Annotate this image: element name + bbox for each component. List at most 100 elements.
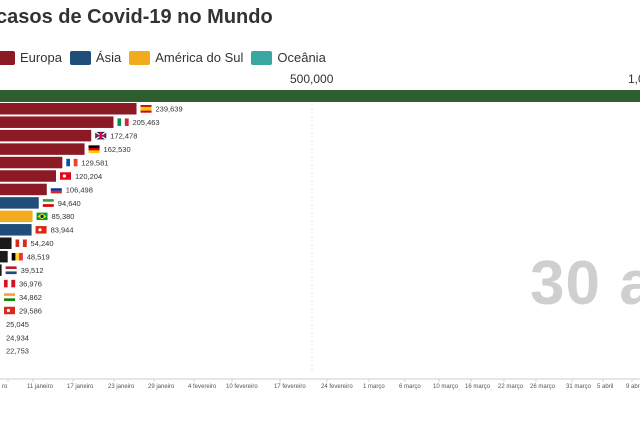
flag-stripe xyxy=(70,158,74,167)
bar-value-label: 83,944 xyxy=(51,226,74,235)
legend-swatch-oceania xyxy=(251,50,273,65)
flag-stripe xyxy=(11,252,16,261)
bar-value-label: 36,976 xyxy=(19,279,42,288)
flag-stripe xyxy=(140,105,152,108)
timeline-label: 22 março xyxy=(498,384,524,390)
timeline-label: 17 janeiro xyxy=(67,384,94,390)
timeline-label: 24 fevereiro xyxy=(321,384,353,390)
bar xyxy=(0,156,63,169)
axis-tick-500k: 500,000 xyxy=(290,72,334,86)
bar-value-label: 94,640 xyxy=(58,199,81,208)
bar-value-label: 129,581 xyxy=(81,158,108,167)
flag-icon xyxy=(15,239,27,247)
flag-stripe xyxy=(42,204,54,207)
flag-icon xyxy=(140,105,152,113)
bar-value-label: 205,463 xyxy=(132,118,159,127)
legend: Europa Ásia América do Sul Oceânia xyxy=(0,50,334,65)
bar-value-label: 120,204 xyxy=(75,172,102,181)
timeline-label: 11 janeiro xyxy=(27,384,54,390)
flag-stripe xyxy=(5,271,17,275)
bar-value-label: 24,934 xyxy=(6,333,29,342)
flag-icon xyxy=(4,306,15,315)
bar xyxy=(0,210,33,223)
legend-item-asia[interactable]: Ásia xyxy=(69,50,122,65)
legend-swatch-america-do-sul xyxy=(129,50,151,65)
flag-icon xyxy=(60,172,72,180)
flag-cross xyxy=(95,134,107,137)
flag-stripe xyxy=(50,190,62,194)
flag-stripe xyxy=(4,279,8,288)
legend-item-europa[interactable]: Europa xyxy=(0,50,62,65)
bar xyxy=(0,250,8,263)
timeline-label: 1 março xyxy=(363,384,385,390)
legend-swatch-europa xyxy=(0,50,15,65)
bar-value-label: 39,512 xyxy=(21,266,44,275)
flag-emblem xyxy=(38,228,42,232)
flag-stripe xyxy=(4,295,15,299)
timeline-label: 9 abril xyxy=(626,384,640,390)
legend-swatch-asia xyxy=(69,50,91,65)
bar xyxy=(0,224,32,236)
flag-icon xyxy=(50,185,62,194)
legend-item-america-do-sul[interactable]: América do Sul xyxy=(129,50,243,65)
bar-value-label: 29,586 xyxy=(19,306,42,315)
bar-value-label: 48,519 xyxy=(27,253,50,262)
flag-icon xyxy=(35,226,47,234)
bar xyxy=(0,103,137,115)
flag-stripe xyxy=(50,188,62,191)
bar-value-label: 22,753 xyxy=(6,347,29,356)
flag-stripe xyxy=(124,118,129,126)
bar-value-label: 34,862 xyxy=(19,293,42,302)
bar xyxy=(0,143,85,155)
timeline-label: 5 abril xyxy=(597,384,613,390)
bar xyxy=(0,264,2,276)
current-date-display: 30 a xyxy=(530,249,640,318)
legend-label-oceania: Oceânia xyxy=(277,50,326,65)
flag-stripe xyxy=(73,158,78,167)
bar-value-label: 106,498 xyxy=(66,185,93,194)
flag-stripe xyxy=(88,150,100,154)
timeline-label: 29 janeiro xyxy=(148,384,175,390)
bar-value-label: 172,478 xyxy=(110,132,137,141)
flag-stripe xyxy=(42,201,54,205)
bar xyxy=(0,183,47,196)
legend-item-oceania[interactable]: Oceânia xyxy=(251,50,326,65)
flag-icon xyxy=(117,118,129,126)
flag-stripe xyxy=(15,252,20,261)
flag-stripe xyxy=(88,145,100,149)
timeline-label: 4 fevereiro xyxy=(188,384,217,390)
flag-stripe xyxy=(19,239,24,247)
flag-icon xyxy=(42,199,54,207)
chart-title: casos de Covid-19 no Mundo xyxy=(0,6,273,28)
flag-stripe xyxy=(5,268,17,272)
flag-stripe xyxy=(50,185,62,189)
flag-stripe xyxy=(4,293,15,297)
bar-value-label: 85,380 xyxy=(52,212,75,221)
legend-label-america-do-sul: América do Sul xyxy=(155,50,244,65)
bar xyxy=(0,116,114,128)
legend-label-asia: Ásia xyxy=(95,50,122,65)
flag-stripe xyxy=(140,110,152,113)
flag-stripe xyxy=(15,239,20,247)
timeline-label: 17 fevereiro xyxy=(274,384,306,390)
timeline-label: 23 janeiro xyxy=(108,384,135,390)
bar-value-label: 54,240 xyxy=(31,239,54,248)
bar xyxy=(0,197,39,209)
flag-stripe xyxy=(7,279,12,288)
flag-stripe xyxy=(19,252,23,261)
timeline-label: 10 fevereiro xyxy=(226,384,258,390)
bar-leader xyxy=(0,90,640,102)
flag-stripe xyxy=(11,279,16,288)
flag-icon xyxy=(66,158,78,167)
flag-icon xyxy=(11,252,23,261)
timeline-label: 10 março xyxy=(433,384,459,390)
timeline-label: 16 março xyxy=(465,384,491,390)
flag-circle xyxy=(40,214,44,218)
flag-stripe xyxy=(140,106,152,111)
flag-stripe xyxy=(4,298,15,301)
flag-icon xyxy=(4,293,15,301)
flag-stripe xyxy=(5,266,17,270)
bar xyxy=(0,129,92,142)
flag-emblem xyxy=(62,174,67,178)
